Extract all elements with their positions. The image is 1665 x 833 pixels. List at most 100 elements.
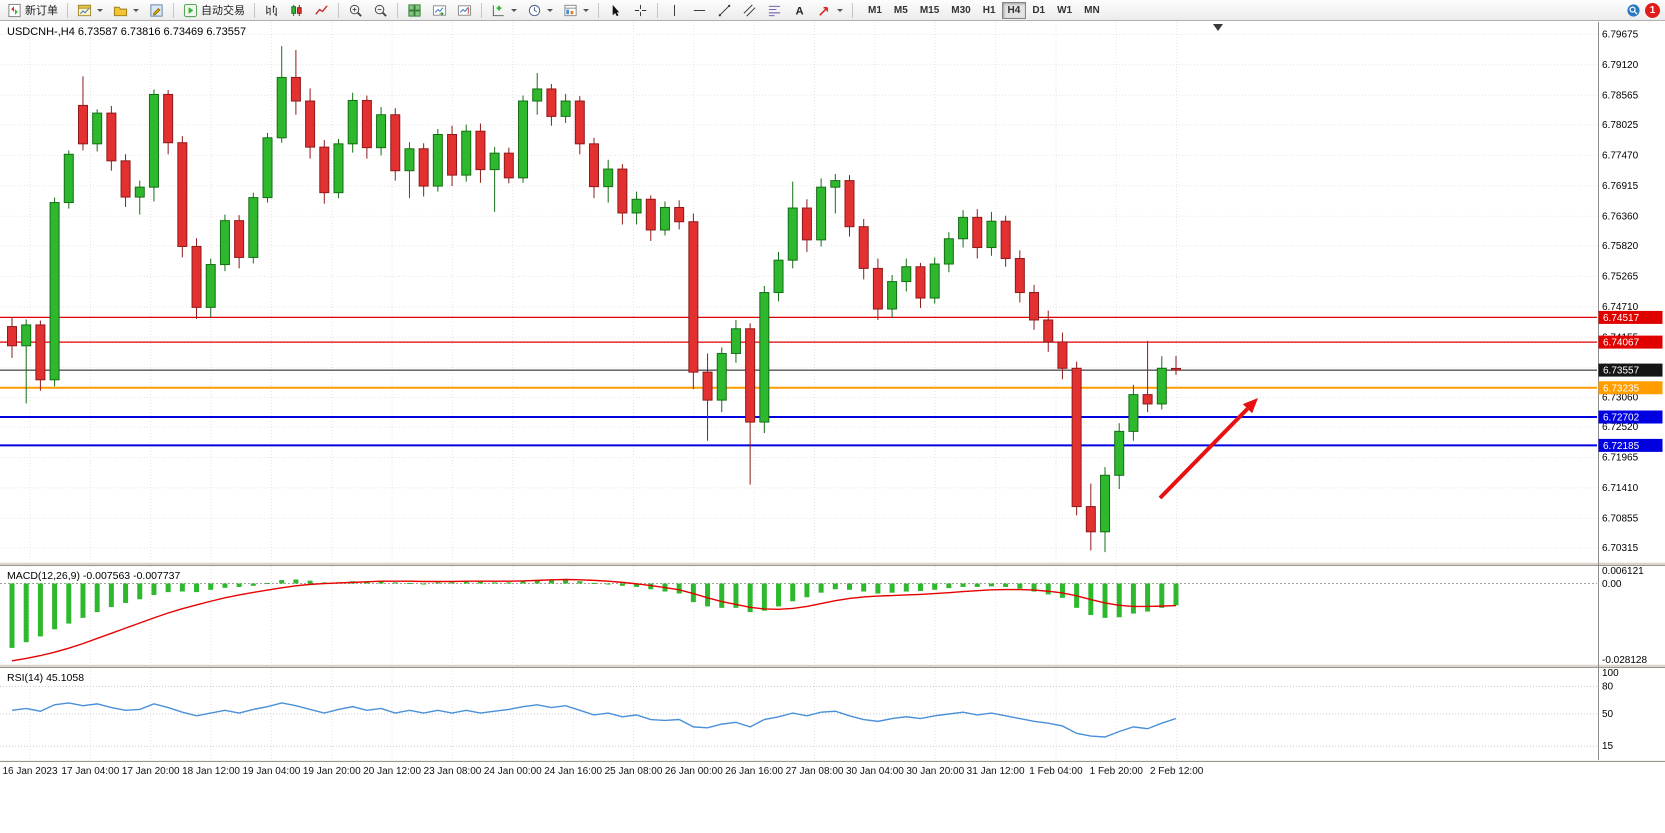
svg-text:6.76360: 6.76360 <box>1602 211 1639 222</box>
macd-histogram-bar <box>534 580 540 584</box>
timeframe-m5[interactable]: M5 <box>893 4 908 16</box>
arrows-icon <box>819 6 829 16</box>
horizontal-level-lines[interactable] <box>0 316 1597 447</box>
auto-scroll-icon <box>432 4 447 16</box>
panel-splitter[interactable] <box>0 664 1665 668</box>
svg-text:6.78565: 6.78565 <box>1602 90 1639 101</box>
timeframe-h1[interactable]: H1 <box>982 4 996 16</box>
svg-text:100: 100 <box>1602 668 1619 679</box>
tile-windows-button[interactable] <box>403 1 426 20</box>
fibonacci-button[interactable] <box>763 1 786 20</box>
zoom-in-button[interactable] <box>344 1 367 20</box>
macd-histogram-bar <box>421 583 427 585</box>
toolbar-separator <box>397 2 398 18</box>
toolbar: 新订单 自动交易 <box>0 0 1665 21</box>
resistance-line-tag <box>1598 335 1663 349</box>
notification-badge[interactable]: 1 <box>1645 2 1660 18</box>
timeframe-m15[interactable]: M15 <box>919 4 940 16</box>
auto-scroll-button[interactable] <box>428 1 451 20</box>
svg-text:24 Jan 16:00: 24 Jan 16:00 <box>544 766 602 777</box>
svg-text:6.79675: 6.79675 <box>1602 29 1639 40</box>
cursor-button[interactable] <box>604 1 627 20</box>
timeframe-h4[interactable]: H4 <box>1001 1 1027 19</box>
chart-shift-marker[interactable] <box>1213 24 1223 31</box>
svg-text:6.75265: 6.75265 <box>1602 271 1639 282</box>
svg-text:17 Jan 20:00: 17 Jan 20:00 <box>122 766 180 777</box>
zoom-out-button[interactable] <box>369 1 392 20</box>
rsi-panel <box>0 685 1597 747</box>
macd-histogram-bar <box>719 583 725 608</box>
timeframe-w1[interactable]: W1 <box>1057 4 1073 16</box>
macd-histogram-bar <box>1045 583 1051 595</box>
rsi-line <box>11 702 1177 738</box>
arrows-caret <box>837 8 843 12</box>
svg-text:6.74710: 6.74710 <box>1602 302 1639 313</box>
svg-text:20 Jan 12:00: 20 Jan 12:00 <box>363 766 421 777</box>
macd-histogram-bar <box>392 582 398 584</box>
new-chart-button[interactable] <box>73 1 107 20</box>
channel-button[interactable] <box>738 1 761 20</box>
toolbar-right: 1 <box>1626 2 1662 18</box>
crosshair-icon <box>634 4 647 16</box>
macd-histogram-bar <box>1145 583 1151 612</box>
trendline-button[interactable] <box>713 1 736 20</box>
indicators-button[interactable] <box>487 1 521 20</box>
chart-canvas[interactable]: 6.79675 6.79120 6.78565 6.78025 6.77470 6.769… <box>0 21 1665 833</box>
profiles-button[interactable] <box>109 1 143 20</box>
macd-histogram-bar <box>946 583 952 589</box>
templates-button[interactable] <box>559 1 593 20</box>
arrows-button[interactable] <box>813 1 847 20</box>
timeframe-m1[interactable]: M1 <box>868 4 882 16</box>
macd-histogram-bar <box>250 583 256 586</box>
price-tags: 6.74517 6.74067 6.73557 6.73235 6.72702 6.721… <box>1598 310 1663 452</box>
macd-histogram-bar <box>435 582 441 584</box>
text-label-button[interactable]: A <box>788 1 811 20</box>
autotrading-icon <box>183 3 198 17</box>
new-chart-icon <box>77 4 92 16</box>
svg-text:1 Feb 04:00: 1 Feb 04:00 <box>1029 766 1083 777</box>
macd-histogram-bar <box>151 583 157 595</box>
svg-text:6.74067: 6.74067 <box>1603 338 1640 349</box>
svg-text:26 Jan 00:00: 26 Jan 00:00 <box>665 766 723 777</box>
macd-histogram-bar <box>1031 583 1037 592</box>
macd-histogram-bar <box>94 583 100 613</box>
community-icon[interactable] <box>1626 3 1641 18</box>
timeframe-m30[interactable]: M30 <box>951 4 971 16</box>
chart-window: 6.79675 6.79120 6.78565 6.78025 6.77470 6.769… <box>0 21 1665 833</box>
toolbar-separator <box>173 2 174 18</box>
ohlc-bars-button[interactable] <box>260 1 283 20</box>
toolbar-separator <box>598 2 599 18</box>
macd-histogram-bar <box>974 583 980 587</box>
metaeditor-button[interactable] <box>145 1 168 20</box>
crosshair-button[interactable] <box>629 1 652 20</box>
macd-histogram-bar <box>222 583 228 588</box>
svg-text:6.71965: 6.71965 <box>1602 452 1639 463</box>
horizontal-line-button[interactable] <box>688 1 711 20</box>
resistance-line-tag <box>1598 310 1663 324</box>
candlestick-chart-icon <box>291 4 302 16</box>
line-chart-button[interactable] <box>310 1 333 20</box>
chart-shift-button[interactable] <box>453 1 476 20</box>
periods-button[interactable] <box>523 1 557 20</box>
svg-text:30 Jan 20:00: 30 Jan 20:00 <box>906 766 964 777</box>
timeframe-mn[interactable]: MN <box>1084 4 1100 16</box>
new-order-button[interactable]: 新订单 <box>3 1 62 20</box>
timeframe-d1[interactable]: D1 <box>1032 4 1046 16</box>
trend-arrow[interactable] <box>1158 398 1258 500</box>
autotrading-button[interactable]: 自动交易 <box>179 1 249 20</box>
macd-histogram-bar <box>108 583 114 607</box>
macd-histogram-bar <box>676 583 682 594</box>
macd-histogram-bar <box>1003 583 1009 587</box>
support-line-tag <box>1598 410 1663 424</box>
macd-histogram-bar <box>307 580 313 584</box>
candlestick-chart-button[interactable] <box>285 1 308 20</box>
panel-splitter[interactable] <box>0 562 1665 566</box>
macd-histogram-bar <box>506 582 512 584</box>
svg-text:6.77470: 6.77470 <box>1602 150 1639 161</box>
macd-histogram-bar <box>917 583 923 591</box>
svg-text:30 Jan 04:00: 30 Jan 04:00 <box>846 766 904 777</box>
macd-histogram-bar <box>406 582 412 584</box>
vertical-line-button[interactable] <box>663 1 686 20</box>
templates-caret <box>583 8 589 12</box>
macd-signal-line <box>11 578 1177 662</box>
